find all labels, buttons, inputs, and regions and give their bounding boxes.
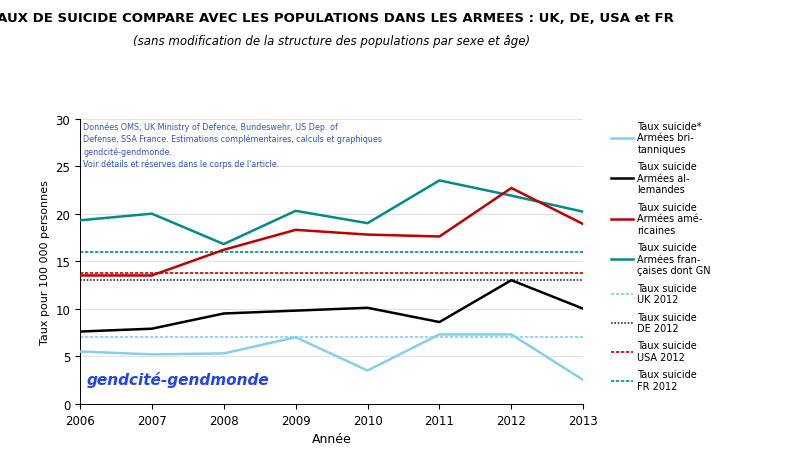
Text: (sans modification de la structure des populations par sexe et âge): (sans modification de la structure des p… (133, 34, 531, 47)
X-axis label: Année: Année (312, 432, 352, 445)
Y-axis label: Taux pour 100 000 personnes: Taux pour 100 000 personnes (40, 179, 50, 344)
Text: TAUX DE SUICIDE COMPARE AVEC LES POPULATIONS DANS LES ARMEES : UK, DE, USA et FR: TAUX DE SUICIDE COMPARE AVEC LES POPULAT… (0, 11, 674, 24)
Legend: Taux suicide*
Armées bri-
tanniques, Taux suicide
Armées al-
lemandes, Taux suic: Taux suicide* Armées bri- tanniques, Tau… (608, 118, 714, 394)
Text: Données OMS, UK Ministry of Defence, Bundeswehr, US Dep. of
Defense, SSA France.: Données OMS, UK Ministry of Defence, Bun… (83, 122, 383, 169)
Text: gendcité-gendmonde: gendcité-gendmonde (87, 371, 270, 387)
